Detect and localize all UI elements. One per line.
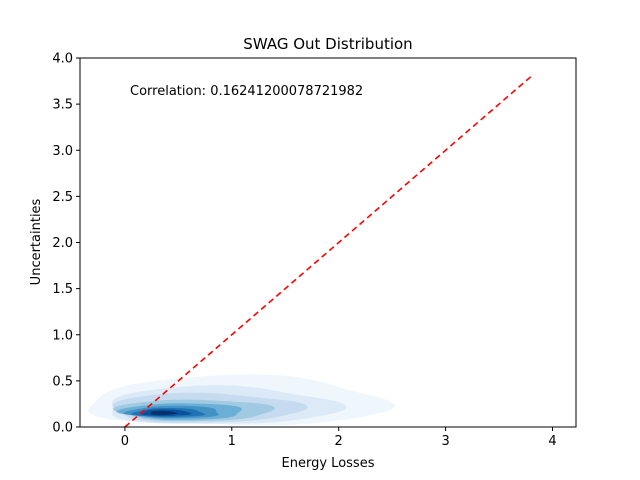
x-axis-label: Energy Losses [282, 456, 375, 471]
y-tick-label: 3.5 [52, 98, 73, 113]
x-tick-label: 1 [228, 434, 236, 449]
chart-title: SWAG Out Distribution [243, 35, 412, 53]
y-tick-label: 3.0 [52, 144, 73, 159]
y-tick-label: 0.5 [52, 374, 73, 389]
y-tick-label: 1.5 [52, 282, 73, 297]
density-contour-9 [150, 410, 178, 416]
x-tick-label: 2 [335, 434, 343, 449]
y-axis: 0.0 0.5 1.0 1.5 2.0 2.5 3.0 3.5 4.0 [52, 52, 80, 436]
y-tick-label: 1.0 [52, 328, 73, 343]
y-tick-label: 4.0 [52, 52, 73, 67]
x-axis: 0 1 2 3 4 [121, 427, 557, 449]
x-tick-label: 0 [121, 434, 129, 449]
y-tick-label: 2.5 [52, 190, 73, 205]
y-tick-label: 2.0 [52, 236, 73, 251]
y-axis-label: Uncertainties [29, 198, 44, 285]
x-tick-label: 3 [441, 434, 449, 449]
correlation-annotation: Correlation: 0.16241200078721982 [130, 84, 363, 99]
y-tick-label: 0.0 [52, 421, 73, 436]
x-tick-label: 4 [548, 434, 556, 449]
